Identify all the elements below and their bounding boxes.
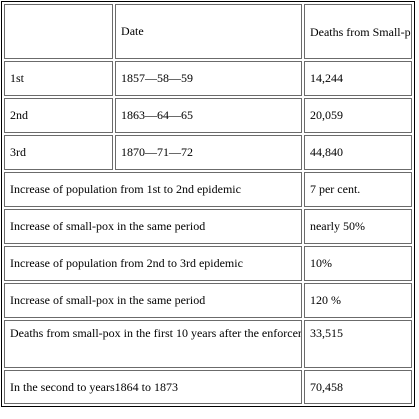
- header-blank-cell: [4, 4, 114, 59]
- table-row: 3rd 1870—71—72 44,840: [4, 135, 412, 170]
- epidemic-date: 1857—58—59: [115, 61, 302, 96]
- smallpox-table: Date Deaths from Small-pox. 1st 1857—58—…: [1, 1, 415, 407]
- table-row: Increase of small-pox in the same period…: [4, 283, 412, 318]
- stat-label: Increase of population from 2nd to 3rd e…: [4, 246, 302, 281]
- epidemic-deaths: 44,840: [303, 135, 412, 170]
- header-deaths-cell: Deaths from Small-pox.: [303, 4, 412, 59]
- epidemic-date: 1870—71—72: [115, 135, 302, 170]
- table-row: Increase of population from 1st to 2nd e…: [4, 172, 412, 207]
- table-row: 1st 1857—58—59 14,244: [4, 61, 412, 96]
- table-row: Deaths from small-pox in the first 10 ye…: [4, 320, 412, 368]
- stat-label: Increase of small-pox in the same period: [4, 209, 302, 244]
- stat-label: Deaths from small-pox in the first 10 ye…: [4, 320, 302, 368]
- table-row: 2nd 1863—64—65 20,059: [4, 98, 412, 133]
- epidemic-deaths: 20,059: [303, 98, 412, 133]
- epidemic-ordinal: 2nd: [4, 98, 114, 133]
- header-row: Date Deaths from Small-pox.: [4, 4, 412, 59]
- stat-value: 7 per cent.: [303, 172, 412, 207]
- stat-value: 70,458: [303, 370, 412, 404]
- stat-label: Increase of population from 1st to 2nd e…: [4, 172, 302, 207]
- stat-label: In the second to years1864 to 1873: [4, 370, 302, 404]
- header-date-cell: Date: [115, 4, 302, 59]
- table-row: Increase of small-pox in the same period…: [4, 209, 412, 244]
- epidemic-deaths: 14,244: [303, 61, 412, 96]
- stat-value: 33,515: [303, 320, 412, 368]
- epidemic-date: 1863—64—65: [115, 98, 302, 133]
- stat-value: 10%: [303, 246, 412, 281]
- stat-label: Increase of small-pox in the same period: [4, 283, 302, 318]
- stat-value: nearly 50%: [303, 209, 412, 244]
- stat-value: 120 %: [303, 283, 412, 318]
- epidemic-ordinal: 3rd: [4, 135, 114, 170]
- table-row: In the second to years1864 to 1873 70,45…: [4, 370, 412, 404]
- epidemic-ordinal: 1st: [4, 61, 114, 96]
- table-row: Increase of population from 2nd to 3rd e…: [4, 246, 412, 281]
